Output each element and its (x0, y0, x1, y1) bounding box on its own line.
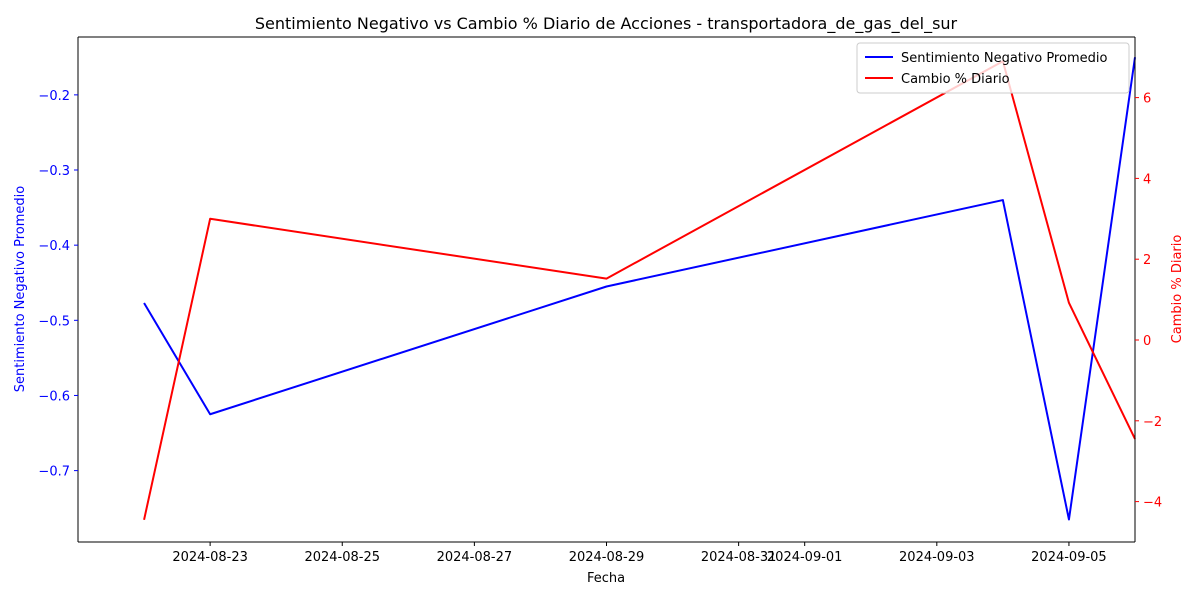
x-tick-label: 2024-09-03 (899, 550, 975, 565)
y-left-tick-label: −0.4 (38, 239, 70, 254)
legend: Sentimiento Negativo Promedio Cambio % Di… (856, 42, 1130, 94)
x-tick-label: 2024-09-01 (767, 550, 843, 565)
y-left-tick-label: −0.6 (38, 389, 70, 404)
x-tick-label: 2024-08-23 (172, 550, 248, 565)
chart-title: Sentimiento Negativo vs Cambio % Diario … (255, 14, 958, 34)
y-right-tick-label: 6 (1143, 92, 1151, 107)
y-left-tick-label: −0.3 (38, 164, 70, 179)
legend-label: Cambio % Diario (901, 72, 1010, 87)
plot-area (78, 37, 1135, 542)
plot-background (78, 37, 1135, 542)
x-tick-label: 2024-08-31 (701, 550, 777, 565)
x-axis-label: Fecha (587, 571, 625, 586)
axes-layer: 2024-08-23 2024-08-25 2024-08-27 2024-08-29… (38, 36, 1162, 565)
y-left-tick-label: −0.2 (38, 89, 70, 104)
legend-box (856, 42, 1130, 94)
x-tick-label: 2024-08-27 (437, 550, 513, 565)
series-line-cambio (143, 60, 1136, 520)
series-layer (143, 57, 1136, 521)
y-axis-right-label: Cambio % Diario (1170, 235, 1185, 344)
x-tick-label: 2024-08-25 (304, 550, 380, 565)
y-right-tick-label: 2 (1143, 253, 1151, 268)
y-right-tick-label: 4 (1143, 172, 1151, 187)
legend-label: Sentimiento Negativo Promedio (901, 51, 1107, 66)
y-right-tick-label: −4 (1143, 496, 1162, 511)
x-tick-label: 2024-08-29 (569, 550, 645, 565)
series-line-sentimiento (143, 57, 1136, 521)
y-right-tick-label: 0 (1143, 334, 1151, 349)
x-tick-label: 2024-09-05 (1031, 550, 1107, 565)
y-axis-left-label: Sentimiento Negativo Promedio (13, 186, 28, 392)
y-right-tick-label: −2 (1143, 415, 1162, 430)
y-left-tick-label: −0.7 (38, 465, 70, 480)
y-left-tick-label: −0.5 (38, 314, 70, 329)
